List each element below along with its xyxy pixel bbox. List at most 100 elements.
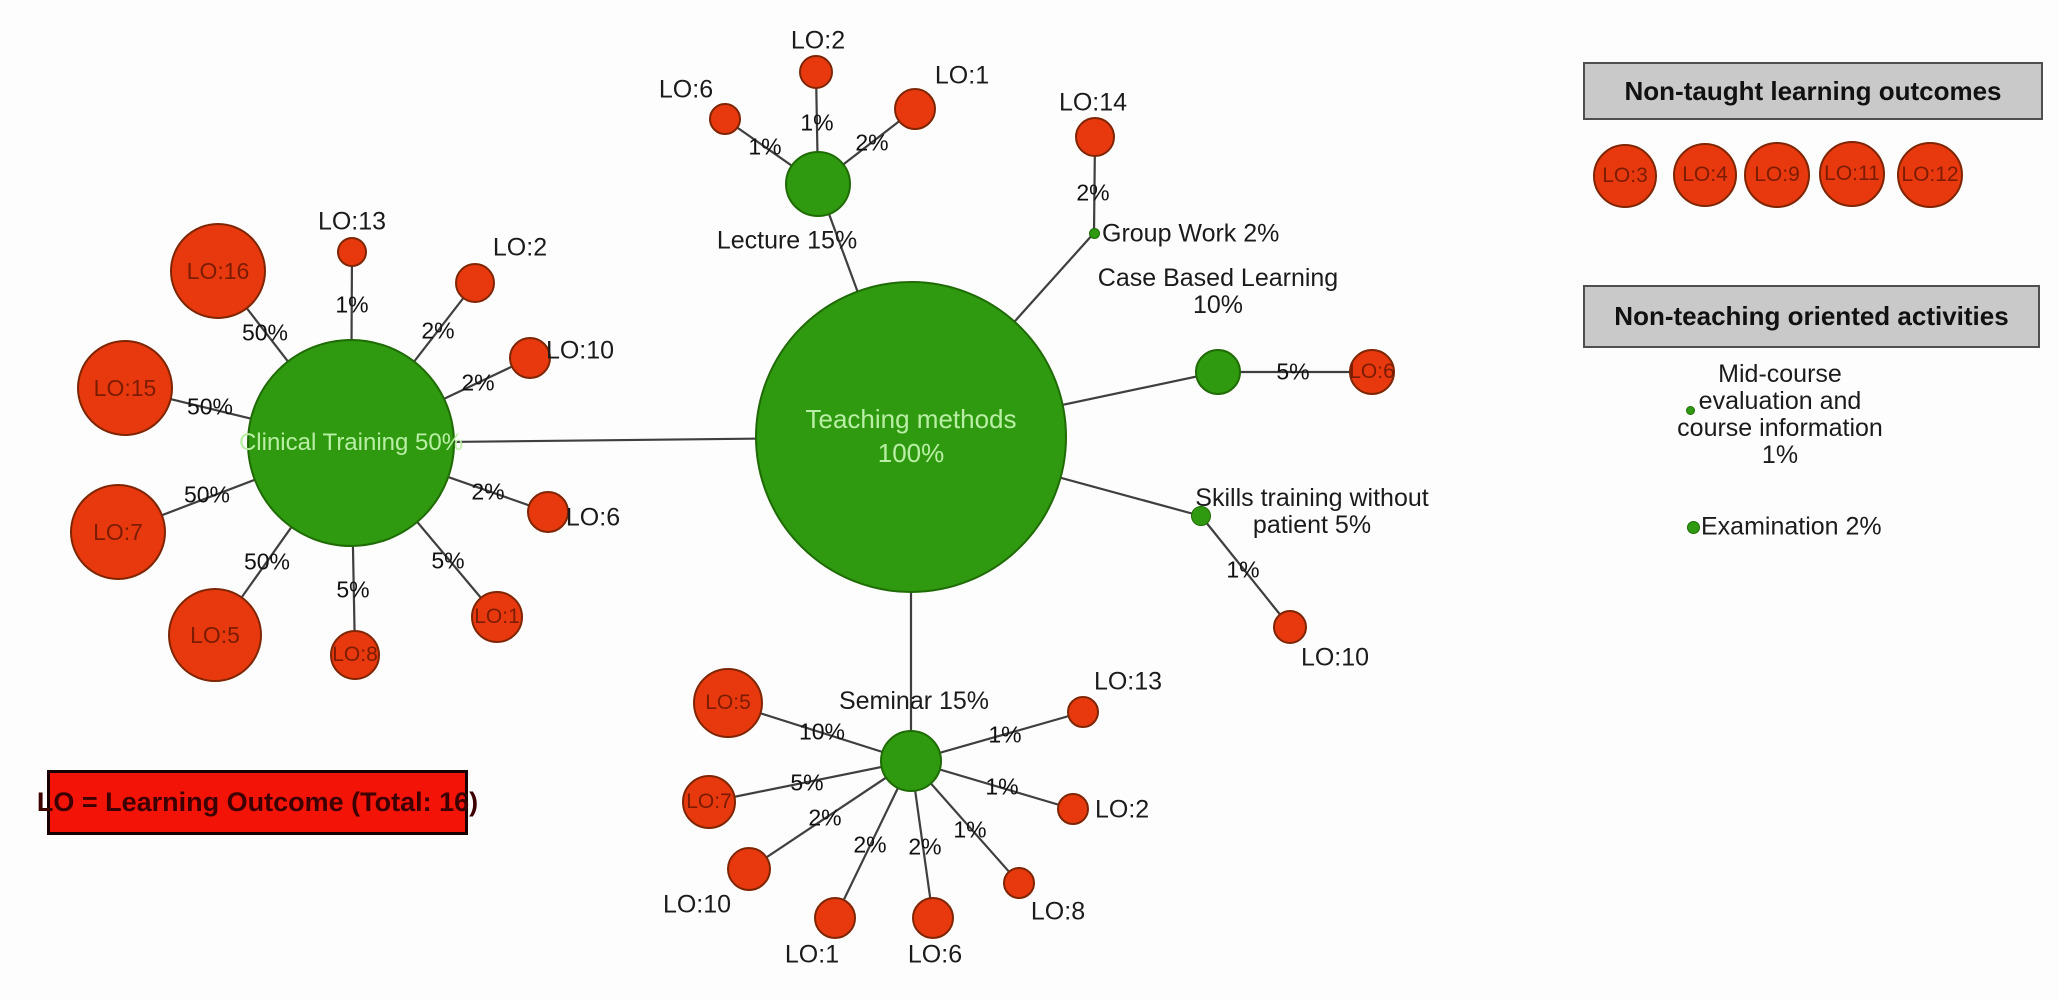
lo-node: LO:7	[682, 775, 736, 829]
lo-node	[1075, 117, 1115, 157]
lo-label: LO:1	[474, 605, 520, 628]
lo-node	[337, 237, 367, 267]
lecture-node	[785, 151, 851, 217]
lo-label: LO:7	[686, 790, 732, 813]
teaching-methods-node: Teaching methods 100%	[755, 281, 1067, 593]
edge-label: 1%	[985, 773, 1019, 800]
lo-node	[709, 103, 741, 135]
lo-node: LO:12	[1897, 142, 1963, 208]
edge-label: 1%	[1226, 556, 1260, 583]
lo-label: LO:16	[186, 257, 250, 284]
lo-node: LO:9	[1744, 142, 1810, 208]
lo-label: LO:6	[658, 75, 714, 104]
lo-label: LO:2	[1095, 795, 1150, 824]
edge-label: 50%	[243, 548, 291, 575]
group-work-node	[1089, 228, 1100, 239]
lo-label: LO:7	[93, 518, 143, 545]
lo-label: LO:6	[907, 940, 963, 969]
lo-node: LO:15	[77, 340, 173, 436]
lo-label: LO:13	[317, 207, 387, 236]
lo-label: LO:3	[1602, 164, 1648, 187]
edge-label: 1%	[988, 721, 1022, 748]
group-work-label: Group Work 2%	[1102, 219, 1280, 248]
lo-label: LO:15	[93, 374, 157, 401]
edge-label: 1%	[748, 133, 782, 160]
edge-label: 5%	[431, 547, 465, 574]
legend-note-text: LO = Learning Outcome (Total: 16)	[36, 787, 479, 817]
lo-label: LO:14	[1058, 88, 1128, 117]
lo-node	[894, 88, 936, 130]
lo-node: LO:8	[330, 630, 380, 680]
lo-label: LO:10	[545, 336, 615, 365]
edge-label: 50%	[241, 319, 289, 346]
edge-label: 50%	[183, 481, 231, 508]
lo-node	[1273, 610, 1307, 644]
edge-label: 10%	[798, 718, 846, 745]
lecture-label: Lecture 15%	[716, 226, 858, 255]
lo-label: LO:2	[492, 233, 548, 262]
edge-label: 2%	[853, 831, 887, 858]
lo-label: LO:12	[1901, 163, 1959, 186]
lo-node	[509, 337, 551, 379]
edge-label: 50%	[186, 393, 234, 420]
lo-node	[799, 55, 833, 89]
lo-node	[455, 263, 495, 303]
lo-label: LO:5	[190, 621, 240, 648]
lo-node: LO:4	[1673, 143, 1737, 207]
examination-dot	[1687, 521, 1700, 534]
lo-label: LO:10	[662, 890, 732, 919]
edge-label: 2%	[471, 478, 505, 505]
lo-node	[1003, 867, 1035, 899]
legend-note-box: LO = Learning Outcome (Total: 16)	[37, 770, 478, 835]
non-teaching-title-text: Non-teaching oriented activities	[1614, 301, 2009, 331]
lo-node: LO:11	[1819, 141, 1885, 207]
edge-label: 1%	[953, 816, 987, 843]
lo-label: LO:8	[332, 643, 378, 666]
edge-label: 2%	[461, 369, 495, 396]
mid-course-label: Mid-course evaluation and course informa…	[1677, 360, 1883, 469]
edge-label: 1%	[335, 291, 369, 318]
edge-label: 5%	[336, 576, 370, 603]
mid-course-dot	[1686, 406, 1695, 415]
skills-training-node	[1191, 506, 1211, 526]
lo-node	[814, 897, 856, 939]
lo-label: LO:4	[1682, 163, 1728, 186]
lo-node	[527, 491, 569, 533]
lo-label: LO:1	[934, 61, 990, 90]
seminar-node	[880, 730, 942, 792]
lo-node	[1067, 696, 1099, 728]
lo-node: LO:5	[168, 588, 262, 682]
seminar-label: Seminar 15%	[838, 687, 990, 715]
teaching-methods-label: Teaching methods 100%	[805, 404, 1017, 468]
edge-label: 2%	[908, 833, 942, 860]
lo-label: LO:6	[1349, 360, 1395, 383]
examination-label: Examination 2%	[1701, 512, 1882, 541]
edge-label: 2%	[421, 317, 455, 344]
edge-label: 2%	[808, 804, 842, 831]
lo-node: LO:16	[170, 223, 266, 319]
lo-node: LO:7	[70, 484, 166, 580]
lo-label: LO:2	[790, 26, 846, 55]
clinical-training-node: Clinical Training 50%	[239, 339, 463, 547]
lo-label: LO:11	[1824, 162, 1880, 185]
lo-node	[1057, 793, 1089, 825]
case-based-learning-label: Case Based Learning 10%	[1097, 264, 1339, 319]
non-taught-title-text: Non-taught learning outcomes	[1624, 75, 2002, 106]
lo-label: LO:6	[565, 503, 621, 532]
edge-label: 2%	[1076, 179, 1110, 206]
lo-node: LO:6	[1349, 349, 1395, 395]
lo-node	[727, 847, 771, 891]
edge-label: 5%	[790, 769, 824, 796]
edge-label: 1%	[800, 109, 834, 136]
lo-label: LO:8	[1030, 897, 1086, 926]
lo-label: LO:13	[1093, 667, 1163, 696]
lo-node	[912, 897, 954, 939]
case-based-learning-node	[1195, 349, 1241, 395]
skills-training-label: Skills training without patient 5%	[1195, 484, 1429, 539]
lo-label: LO:9	[1754, 163, 1800, 186]
non-taught-panel-title: Non-taught learning outcomes	[1583, 62, 2043, 120]
lo-node: LO:5	[693, 668, 763, 738]
clinical-training-label: Clinical Training 50%	[238, 429, 464, 457]
non-teaching-panel-title: Non-teaching oriented activities	[1583, 285, 2040, 348]
